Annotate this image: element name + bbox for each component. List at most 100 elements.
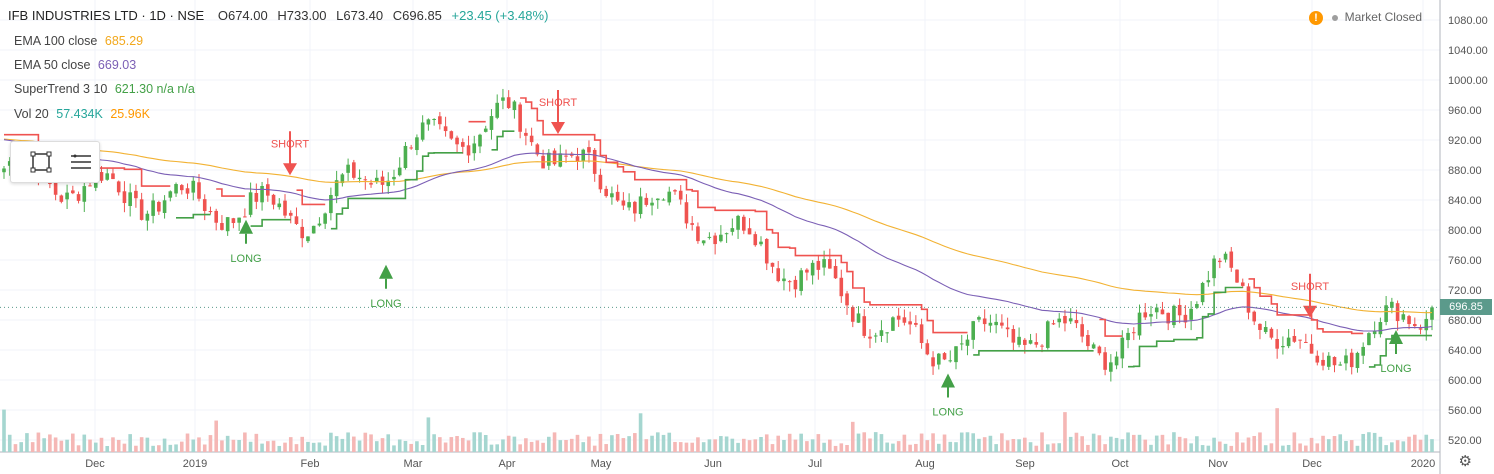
volume-bar (661, 434, 666, 452)
volume-bar (460, 437, 465, 452)
volume-bar (1332, 436, 1337, 452)
candle-body (948, 360, 953, 362)
chart-header: IFB INDUSTRIES LTD · 1D · NSE O674.00 H7… (8, 8, 554, 23)
indicator-value: 685.29 (104, 34, 144, 48)
time-tick-label: Apr (498, 458, 515, 470)
indicator-ema100[interactable]: EMA 100 close 685.29 (14, 34, 143, 48)
volume-bar (397, 439, 402, 452)
candle-body (254, 193, 259, 202)
volume-bar (1172, 432, 1176, 452)
candle-body (879, 330, 884, 336)
volume-bar (925, 440, 930, 452)
indicator-name: EMA 50 close (14, 58, 91, 72)
candle-body (959, 343, 964, 345)
candle-body (1240, 282, 1245, 286)
candle-body (1263, 327, 1268, 333)
volume-bar (59, 440, 64, 452)
volume-bar (971, 433, 976, 452)
volume-bar (151, 445, 155, 452)
volume-bar (288, 437, 293, 452)
long-arrow-icon (239, 219, 253, 234)
volume-bar (352, 436, 356, 452)
candle-body (1235, 269, 1239, 283)
candle-body (845, 293, 849, 306)
supertrend-line (491, 130, 515, 151)
candle-body (225, 217, 230, 232)
candle-body (1338, 364, 1343, 366)
indicator-ema50[interactable]: EMA 50 close 669.03 (14, 58, 136, 72)
candle-body (1051, 323, 1056, 325)
short-arrow-icon (551, 122, 565, 134)
volume-bar (1200, 445, 1205, 452)
candle-body (1424, 318, 1429, 331)
candle-body (1091, 344, 1096, 349)
candle-body (931, 357, 935, 367)
candle-body (1126, 332, 1130, 341)
price-tick-label: 1080.00 (1448, 15, 1488, 27)
candle-body (271, 194, 276, 205)
volume-bar (1109, 436, 1113, 452)
volume-bar (1275, 408, 1279, 452)
volume-bar (174, 444, 178, 452)
volume-bar (1097, 435, 1102, 452)
candle-body (1292, 336, 1297, 342)
volume-bar (202, 444, 207, 452)
volume-bar (862, 432, 867, 452)
ema100-line (3, 138, 1433, 314)
volume-bar (856, 433, 861, 452)
candle-body (220, 223, 224, 230)
gear-icon[interactable]: ⚙ (1458, 453, 1472, 470)
volume-bar (420, 445, 425, 452)
volume-bar (363, 432, 368, 452)
volume-bar (1028, 442, 1033, 452)
volume-bar (443, 442, 448, 452)
menu-lines-icon[interactable] (67, 148, 95, 176)
volume-bar (225, 435, 230, 452)
candle-body (380, 176, 385, 185)
volume-bar (266, 441, 270, 452)
volume-bar (432, 434, 436, 452)
volume-bar (1412, 434, 1417, 452)
candle-body (1063, 315, 1067, 324)
candle-body (426, 119, 431, 125)
candle-body (397, 167, 402, 176)
time-tick-label: Oct (1111, 458, 1128, 470)
volume-bar (1051, 443, 1056, 452)
warning-icon[interactable]: ! (1308, 10, 1323, 25)
time-tick-label: May (591, 458, 612, 470)
volume-bar (1263, 445, 1268, 452)
candle-body (529, 135, 534, 143)
candle-body (644, 197, 649, 205)
indicator-supertrend[interactable]: SuperTrend 3 10 621.30 n/a n/a (14, 82, 195, 96)
candle-body (139, 199, 144, 220)
volume-bar (1384, 445, 1388, 452)
short-signal-label: SHORT (271, 138, 310, 150)
volume-bar (36, 432, 41, 452)
volume-bar (1131, 434, 1136, 452)
candle-body (116, 181, 121, 193)
volume-bar (650, 435, 654, 452)
volume-bar (1252, 435, 1257, 452)
candle-body (1275, 338, 1279, 349)
rectangle-tool-icon[interactable] (27, 148, 55, 176)
indicator-volume[interactable]: Vol 20 57.434K 25.96K (14, 107, 150, 121)
volume-bar (329, 432, 333, 452)
volume-bar (1401, 441, 1406, 452)
candle-body (1189, 308, 1193, 320)
volume-bar (168, 444, 173, 452)
candle-body (724, 233, 729, 235)
candle-body (587, 147, 591, 153)
candle-body (839, 277, 844, 297)
candle-body (174, 184, 178, 194)
volume-bar (776, 435, 781, 452)
candle-body (816, 260, 821, 270)
candle-body (552, 150, 557, 165)
volume-bar (1315, 443, 1320, 452)
volume-bar (1126, 432, 1130, 452)
candle-body (1097, 346, 1102, 354)
candle-body (1286, 337, 1291, 347)
candle-body (1206, 280, 1211, 283)
volume-bar (1120, 439, 1125, 452)
volume-bar (1091, 433, 1096, 452)
